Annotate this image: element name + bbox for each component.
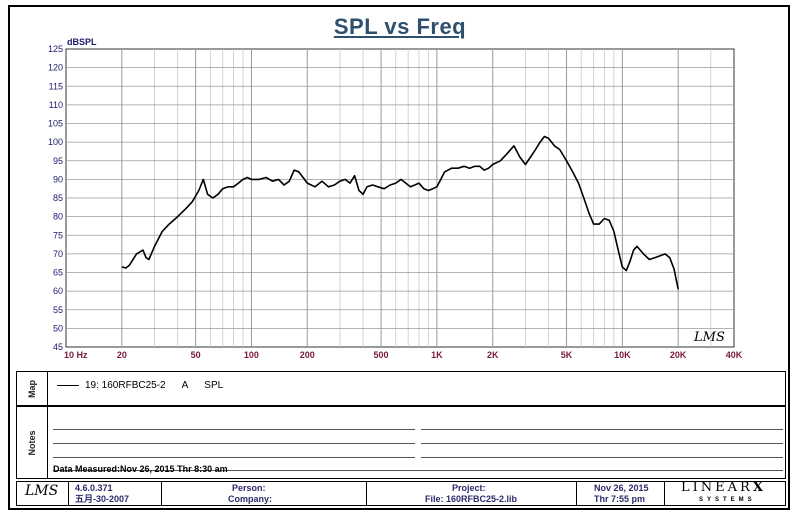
x-tick-label: 5K (561, 350, 573, 360)
y-tick-label: 110 (49, 100, 63, 110)
y-tick-label: 45 (53, 342, 63, 352)
legend-measure: SPL (204, 380, 224, 391)
footer-date-cell: Nov 26, 2015 Thr 7:55 pm (577, 482, 665, 505)
x-tick-label: 50 (191, 350, 201, 360)
lms-logo: LMS (25, 483, 59, 499)
y-tick-label: 70 (53, 249, 63, 259)
y-tick-label: 85 (53, 193, 63, 203)
legend-line-swatch (57, 385, 79, 386)
y-tick-label: 100 (48, 137, 63, 147)
y-tick-label: 60 (53, 286, 63, 296)
note-line (421, 457, 783, 458)
y-tick-label: 120 (48, 63, 63, 73)
x-tick-label: 200 (300, 350, 315, 360)
footer-brand-cell: LINEARX SYSTEMS (665, 480, 787, 505)
note-line (421, 443, 783, 444)
y-tick-label: 90 (53, 174, 63, 184)
lms-corner-logo: LMS (693, 330, 725, 345)
x-tick-label: 2K (487, 350, 499, 360)
data-measured: Data Measured:Nov 26, 2015 Thr 8:30 am (53, 464, 228, 474)
y-tick-label: 105 (48, 119, 63, 129)
version-date: 五月-30-2007 (75, 494, 130, 504)
notes-section: Notes Data Measured:Nov 26, 2015 Thr 8:3… (16, 406, 786, 479)
chart-title: SPL vs Freq (333, 14, 467, 39)
company-label: Company: (228, 494, 273, 504)
map-side-label: Map (17, 372, 48, 405)
y-tick-label: 80 (53, 212, 63, 222)
person-label: Person: (232, 483, 266, 493)
linearx-logo-sub: SYSTEMS (699, 497, 756, 503)
y-tick-label: 65 (53, 268, 63, 278)
version-text: 4.6.0.371 (75, 483, 113, 493)
x-tick-label: 100 (244, 350, 259, 360)
note-line (53, 457, 415, 458)
footer-person-cell: Person: Company: (162, 482, 367, 505)
y-tick-label: 50 (53, 323, 63, 333)
note-line (53, 470, 783, 471)
spl-curve (121, 135, 679, 290)
x-tick-label: 500 (374, 350, 389, 360)
footer-logo-cell: LMS (17, 482, 69, 505)
y-tick-label: 55 (53, 305, 63, 315)
notes-side-label: Notes (17, 407, 48, 478)
legend-entry: 19: 160RFBC25-2 A SPL (57, 380, 223, 391)
y-tick-label: 75 (53, 230, 63, 240)
footer-bar: LMS 4.6.0.371 五月-30-2007 Person: Company… (16, 481, 786, 506)
x-tick-label: 10K (614, 350, 631, 360)
y-tick-label: 125 (48, 44, 63, 54)
x-tick-label: 40K (726, 350, 743, 360)
map-section: Map 19: 160RFBC25-2 A SPL (16, 371, 786, 406)
footer-time: Thr 7:55 pm (594, 494, 646, 504)
x-tick-label: 20K (670, 350, 687, 360)
project-label: Project: (452, 483, 486, 493)
note-line (53, 443, 415, 444)
x-tick-label: 1K (431, 350, 443, 360)
legend-series-name: 19: 160RFBC25-2 (85, 380, 166, 391)
y-tick-label: 115 (49, 81, 63, 91)
footer-version-cell: 4.6.0.371 五月-30-2007 (69, 482, 162, 505)
footer-date: Nov 26, 2015 (594, 483, 649, 493)
footer-project-cell: Project: File: 160RFBC25-2.lib (367, 482, 577, 505)
y-tick-label: 95 (53, 156, 63, 166)
x-tick-label: 20 (117, 350, 127, 360)
file-info: File: 160RFBC25-2.lib (425, 494, 518, 504)
linearx-logo: LINEARX (681, 480, 766, 495)
legend-curve-letter: A (181, 380, 189, 391)
note-line (421, 429, 783, 430)
y-axis-label: dBSPL (67, 37, 97, 47)
x-tick-label: 10 Hz (64, 350, 88, 360)
note-line (53, 429, 415, 430)
